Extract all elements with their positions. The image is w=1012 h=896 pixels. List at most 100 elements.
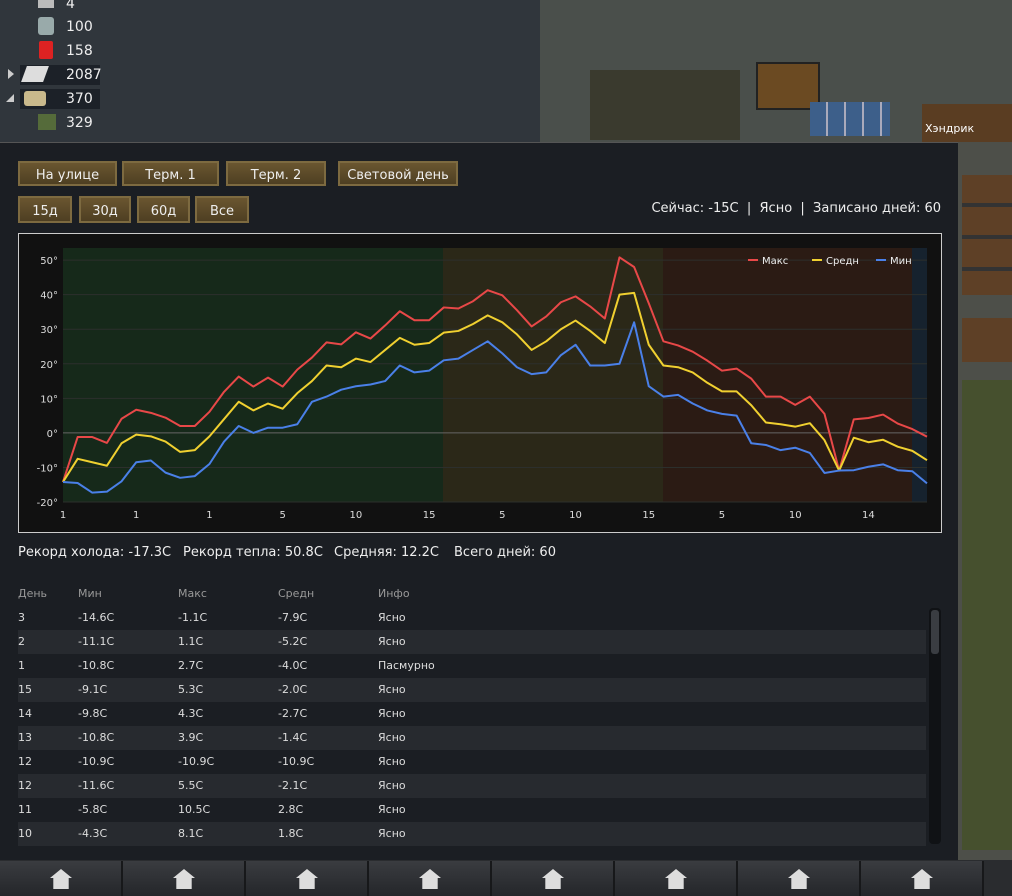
res-icon [24,91,46,106]
table-row: 15 -9.1C 5.3C -2.0C Ясно [18,678,926,702]
x-tick-label: 1 [206,510,212,521]
table: День Мин Макс Средн Инфо 3 -14.6C -1.1C -7.9C Ясн… [18,582,926,846]
resource-count: 329 [66,115,93,131]
table-cell: 12 [18,779,32,792]
x-tick-label: 10 [569,510,582,521]
x-tick-label: 15 [642,510,655,521]
range-button[interactable]: 15д [18,196,72,223]
table-cell: 3.9C [178,731,204,744]
x-tick-label: 10 [350,510,363,521]
x-tick-label: 1 [133,510,139,521]
table-header: День Мин Макс Средн Инфо [18,582,926,604]
header-cell: Инфо [378,587,410,600]
table-cell: 1.1C [178,635,204,648]
x-tick-label: 15 [423,510,436,521]
table-cell: -2.1C [278,779,308,792]
x-tick-label: 5 [719,510,725,521]
season-band [663,248,912,502]
tab-button[interactable]: На улице [18,161,117,186]
tab-button[interactable]: Терм. 2 [226,161,326,186]
table-cell: Ясно [378,707,406,720]
table-row: 12 -11.6C 5.5C -2.1C Ясно [18,774,926,798]
toolbar-button[interactable] [861,861,984,896]
table-cell: -4.3C [78,827,108,840]
y-tick-label: 40° [40,291,58,302]
table-cell: Ясно [378,635,406,648]
resource-count: 370 [66,91,93,107]
table-cell: 3 [18,611,25,624]
stat: Рекорд тепла: 50.8C [183,545,323,560]
table-cell: 11 [18,803,32,816]
table-cell: 12 [18,755,32,768]
chart: -20°-10°0°10°20°30°40°50°1 1 1 5 10 15 5 10 15 5 1… [18,233,942,533]
map-room [756,62,820,110]
range-button[interactable]: 60д [137,196,190,223]
y-tick-label: 50° [40,256,58,267]
toolbar-icon [296,869,318,889]
table-cell: Ясно [378,731,406,744]
toolbar-icon [173,869,195,889]
y-tick-label: 0° [47,429,58,440]
toolbar-button[interactable] [615,861,738,896]
table-cell: 10.5C [178,803,211,816]
table-cell: Пасмурно [378,659,435,672]
range-button[interactable]: Все [195,196,249,223]
header-cell: Мин [78,587,102,600]
table-cell: -2.7C [278,707,308,720]
scroll-thumb[interactable] [931,610,939,654]
table-cell: 4.3C [178,707,204,720]
resource-count: 158 [66,43,93,59]
y-tick-label: -10° [37,463,58,474]
scrollbar[interactable] [929,608,941,844]
toolbar-button[interactable] [0,861,123,896]
toolbar-button[interactable] [123,861,246,896]
table-cell: Ясно [378,803,406,816]
season-band [443,248,663,502]
table-row: 11 -5.8C 10.5C 2.8C Ясно [18,798,926,822]
y-tick-label: 30° [40,325,58,336]
toolbar-button[interactable] [492,861,615,896]
stat: Средняя: 12.2C [334,545,439,560]
toolbar-icon [788,869,810,889]
table-cell: -10.9C [78,755,115,768]
table-cell: 1.8C [278,827,304,840]
toolbar-button[interactable] [369,861,492,896]
x-tick-label: 5 [279,510,285,521]
collapse-arrow[interactable] [6,94,14,102]
table-cell: -5.8C [78,803,108,816]
legend-label: Мин [890,256,912,267]
tab-button[interactable]: Световой день [338,161,458,186]
table-cell: 2.7C [178,659,204,672]
table-cell: Ясно [378,611,406,624]
table-row: 13 -10.8C 3.9C -1.4C Ясно [18,726,926,750]
table-cell: -9.1C [78,683,108,696]
toolbar-icon [50,869,72,889]
x-tick-label: 10 [789,510,802,521]
tab-button[interactable]: Терм. 1 [122,161,219,186]
table-cell: 5.5C [178,779,204,792]
legend-label: Средн [826,256,859,267]
res-icon [39,41,53,59]
toolbar-icon [419,869,441,889]
solar-panels [810,102,890,136]
map-room [922,104,1012,144]
range-button[interactable]: 30д [79,196,131,223]
table-cell: -11.1C [78,635,115,648]
expand-arrow[interactable] [8,69,14,79]
map-room [962,318,1012,362]
table-cell: -1.1C [178,611,208,624]
table-row: 2 -11.1C 1.1C -5.2C Ясно [18,630,926,654]
table-row: 1 -10.8C 2.7C -4.0C Пасмурно [18,654,926,678]
resource-count: 2087 [66,67,102,83]
table-cell: 5.3C [178,683,204,696]
table-cell: -5.2C [278,635,308,648]
header-cell: Средн [278,587,315,600]
map-label: Хэндрик [925,122,975,135]
toolbar-button[interactable] [738,861,861,896]
table-cell: 8.1C [178,827,204,840]
toolbar-icon [911,869,933,889]
toolbar-button[interactable] [246,861,369,896]
header-cell: День [18,587,48,600]
season-band [912,248,927,502]
